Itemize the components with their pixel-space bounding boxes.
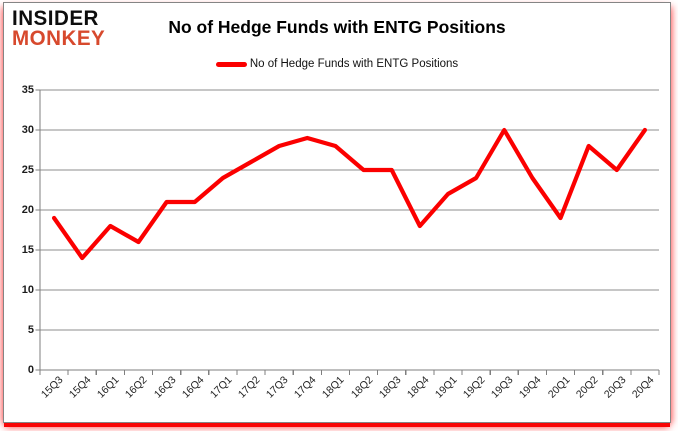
y-tick-label: 0: [27, 364, 34, 376]
y-tick-label: 30: [21, 124, 34, 136]
legend-line-swatch: [215, 61, 247, 67]
y-tick-label: 5: [27, 324, 34, 336]
y-tick-label: 35: [21, 84, 34, 96]
insider-monkey-logo: INSIDER MONKEY: [12, 7, 106, 50]
y-tick-label: 20: [21, 204, 34, 216]
legend-label: No of Hedge Funds with ENTG Positions: [249, 58, 459, 70]
chart-card: INSIDER MONKEY No of Hedge Funds with EN…: [3, 2, 671, 423]
logo-text-insider: INSIDER: [12, 7, 99, 30]
chart-title: No of Hedge Funds with ENTG Positions: [168, 17, 506, 37]
logo-text-monkey: MONKEY: [12, 26, 106, 50]
y-tick-label: 10: [21, 284, 34, 296]
y-tick-label: 15: [21, 244, 34, 256]
y-tick-label: 25: [21, 164, 34, 176]
chart-legend: No of Hedge Funds with ENTG Positions: [4, 58, 670, 70]
series-line: [51, 127, 648, 261]
